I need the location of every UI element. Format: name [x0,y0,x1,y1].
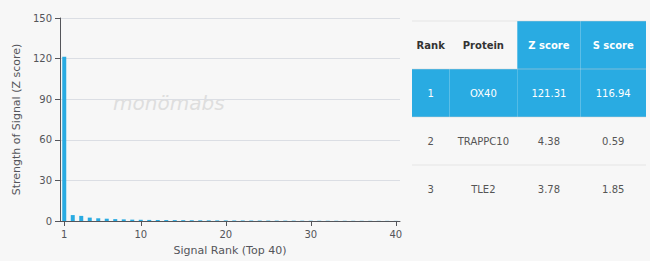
svg-text:90: 90 [39,94,52,105]
svg-text:40: 40 [389,229,402,240]
svg-text:120: 120 [33,53,52,64]
svg-text:Protein: Protein [463,40,504,51]
svg-text:0.59: 0.59 [602,136,624,147]
svg-text:1.85: 1.85 [602,184,624,195]
svg-text:20: 20 [219,229,232,240]
svg-text:0: 0 [46,216,52,227]
svg-text:Signal Rank (Top 40): Signal Rank (Top 40) [174,244,287,257]
svg-text:10: 10 [134,229,147,240]
svg-text:OX40: OX40 [470,88,497,99]
svg-text:3.78: 3.78 [538,184,560,195]
svg-text:30: 30 [304,229,317,240]
svg-text:1: 1 [428,88,434,99]
svg-text:TLE2: TLE2 [470,184,495,195]
svg-text:1: 1 [61,229,67,240]
svg-text:Rank: Rank [417,40,446,51]
svg-text:60: 60 [39,134,52,145]
svg-text:monömabs: monömabs [113,91,224,115]
svg-text:TRAPPC10: TRAPPC10 [457,136,509,147]
svg-text:116.94: 116.94 [596,88,631,99]
svg-text:4.38: 4.38 [538,136,560,147]
svg-text:Z score: Z score [528,40,569,51]
svg-text:30: 30 [39,175,52,186]
svg-text:S score: S score [593,40,634,51]
svg-text:Strength of Signal (Z score): Strength of Signal (Z score) [10,44,23,196]
svg-text:150: 150 [33,13,52,24]
svg-text:2: 2 [428,136,434,147]
svg-text:121.31: 121.31 [531,88,566,99]
svg-text:3: 3 [428,184,434,195]
